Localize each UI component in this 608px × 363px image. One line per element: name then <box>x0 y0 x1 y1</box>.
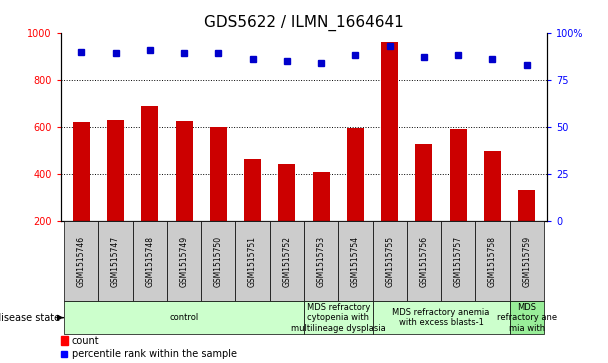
Text: count: count <box>72 335 99 346</box>
Text: GSM1515756: GSM1515756 <box>420 236 429 287</box>
FancyBboxPatch shape <box>304 301 373 334</box>
Text: GSM1515751: GSM1515751 <box>248 236 257 287</box>
Text: GSM1515748: GSM1515748 <box>145 236 154 287</box>
Text: GSM1515757: GSM1515757 <box>454 236 463 287</box>
FancyBboxPatch shape <box>167 221 201 301</box>
Text: MDS refractory anemia
with excess blasts-1: MDS refractory anemia with excess blasts… <box>392 308 489 327</box>
Text: GSM1515752: GSM1515752 <box>282 236 291 287</box>
Bar <box>518 189 535 221</box>
Text: MDS
refractory ane
mia with: MDS refractory ane mia with <box>497 303 557 333</box>
Text: GSM1515759: GSM1515759 <box>522 236 531 287</box>
Bar <box>176 121 193 221</box>
Text: control: control <box>170 313 199 322</box>
Title: GDS5622 / ILMN_1664641: GDS5622 / ILMN_1664641 <box>204 15 404 31</box>
Text: MDS refractory
cytopenia with
multilineage dysplasia: MDS refractory cytopenia with multilinea… <box>291 303 385 333</box>
Text: GSM1515754: GSM1515754 <box>351 236 360 287</box>
Bar <box>347 127 364 221</box>
Bar <box>73 122 90 221</box>
FancyBboxPatch shape <box>510 221 544 301</box>
Bar <box>210 127 227 221</box>
Bar <box>415 144 432 221</box>
FancyBboxPatch shape <box>98 221 133 301</box>
FancyBboxPatch shape <box>304 221 338 301</box>
FancyBboxPatch shape <box>407 221 441 301</box>
Bar <box>449 130 467 221</box>
FancyBboxPatch shape <box>133 221 167 301</box>
Text: GSM1515749: GSM1515749 <box>179 236 188 287</box>
Bar <box>244 159 261 221</box>
Text: GSM1515753: GSM1515753 <box>317 236 326 287</box>
Bar <box>141 106 159 221</box>
Text: GSM1515758: GSM1515758 <box>488 236 497 287</box>
Bar <box>107 120 124 221</box>
Text: GSM1515755: GSM1515755 <box>385 236 394 287</box>
FancyBboxPatch shape <box>201 221 235 301</box>
FancyBboxPatch shape <box>475 221 510 301</box>
FancyBboxPatch shape <box>64 301 304 334</box>
FancyBboxPatch shape <box>338 221 373 301</box>
FancyBboxPatch shape <box>510 301 544 334</box>
Text: GSM1515747: GSM1515747 <box>111 236 120 287</box>
Bar <box>484 151 501 221</box>
Bar <box>313 172 330 221</box>
Text: GSM1515750: GSM1515750 <box>214 236 223 287</box>
FancyBboxPatch shape <box>235 221 270 301</box>
Bar <box>278 164 295 221</box>
FancyBboxPatch shape <box>441 221 475 301</box>
FancyBboxPatch shape <box>373 221 407 301</box>
FancyBboxPatch shape <box>270 221 304 301</box>
Text: GSM1515746: GSM1515746 <box>77 236 86 287</box>
Text: disease state: disease state <box>0 313 60 323</box>
Bar <box>381 42 398 221</box>
FancyBboxPatch shape <box>373 301 510 334</box>
Bar <box>61 336 68 346</box>
Text: percentile rank within the sample: percentile rank within the sample <box>72 349 237 359</box>
FancyBboxPatch shape <box>64 221 98 301</box>
